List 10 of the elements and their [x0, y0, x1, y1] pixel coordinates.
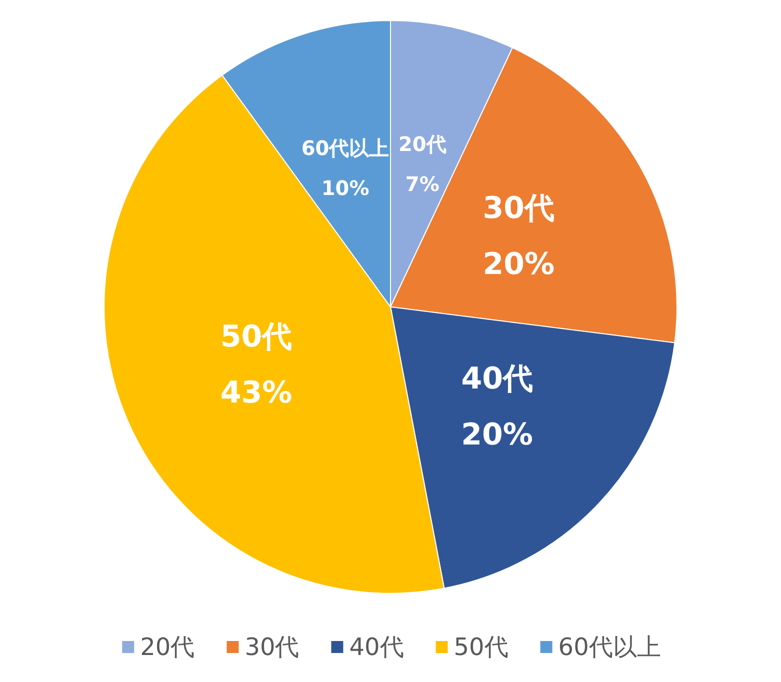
data-label: 60代以上 10%: [301, 136, 390, 200]
data-label: 50代 43%: [220, 319, 292, 410]
data-label: 30代 20%: [482, 190, 555, 282]
legend-label: 60代以上: [558, 633, 661, 661]
data-label: 20代 7%: [398, 132, 446, 196]
data-label: 40代 20%: [461, 361, 533, 452]
legend-label: 40代: [349, 633, 404, 661]
legend-label: 30代: [244, 633, 300, 661]
legend-label: 50代: [454, 633, 508, 661]
legend-label: 20代: [140, 633, 195, 661]
